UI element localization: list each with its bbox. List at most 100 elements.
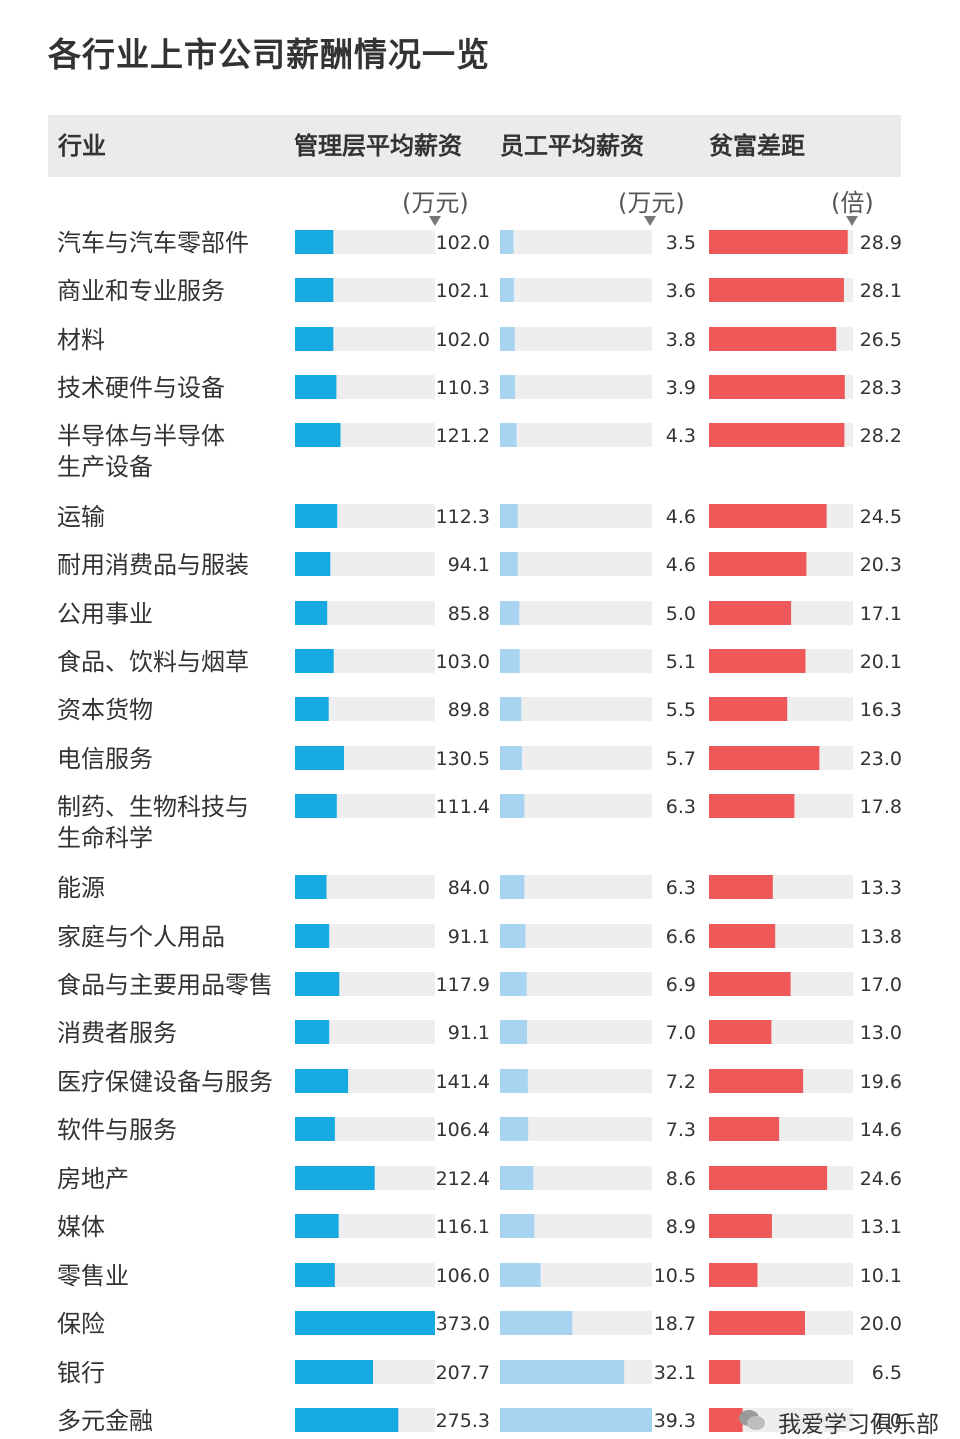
bar-mgmt [295,230,334,254]
bar-emp [500,1069,528,1093]
bar-gap [709,649,806,673]
value-label: 212.4 [436,1168,490,1190]
unit-employee-arrow-icon [644,216,656,226]
bar-emp [500,552,518,576]
value-label: 16.3 [860,699,902,721]
value-label: 91.1 [448,926,490,948]
value-label: 116.1 [436,1216,490,1238]
unit-gap-arrow-icon [846,216,858,226]
value-label: 28.3 [860,377,902,399]
bar-mgmt [295,1263,335,1287]
value-label: 7.0 [872,1410,902,1432]
value-label: 23.0 [860,748,902,770]
value-label: 106.4 [436,1119,490,1141]
bar-emp [500,875,525,899]
category-label: 制药、生物科技与 [57,793,249,821]
bar-gap [709,278,844,302]
category-label: 商业和专业服务 [57,277,225,305]
bar-emp [500,697,522,721]
value-label: 5.7 [666,748,696,770]
value-label: 110.3 [436,377,490,399]
value-label: 3.5 [666,232,696,254]
bar-emp [500,794,525,818]
value-label: 84.0 [448,877,490,899]
value-label: 18.7 [654,1313,696,1335]
category-label: 电信服务 [57,745,153,773]
category-label: 能源 [57,874,105,902]
bar-track [500,794,652,818]
watermark-text: 我爱学习俱乐部 [778,1412,939,1438]
bar-mgmt [295,1360,373,1384]
bar-gap [709,746,820,770]
category-label: 耐用消费品与服装 [57,551,249,579]
bar-emp [500,423,517,447]
value-label: 4.3 [666,425,696,447]
category-label: 家庭与个人用品 [57,923,225,951]
bar-gap [709,1360,741,1384]
category-label: 多元金融 [57,1407,153,1435]
bar-mgmt [295,278,334,302]
bar-gap [709,972,791,996]
bar-track [500,875,652,899]
value-label: 13.1 [860,1216,902,1238]
bar-mgmt [295,552,331,576]
value-label: 275.3 [436,1410,490,1432]
category-label: 零售业 [57,1262,129,1290]
category-label: 资本货物 [57,696,153,724]
unit-mgmt-arrow-icon [429,216,441,226]
value-label: 17.0 [860,974,902,996]
value-label: 8.9 [666,1216,696,1238]
bar-mgmt [295,504,338,528]
value-label: 7.2 [666,1071,696,1093]
bar-gap [709,875,773,899]
bar-emp [500,1311,573,1335]
category-label: 技术硬件与设备 [57,374,225,402]
bar-gap [709,1311,805,1335]
bar-mgmt [295,375,337,399]
bar-track [500,649,652,673]
value-label: 4.6 [666,554,696,576]
bar-emp [500,1020,528,1044]
value-label: 91.1 [448,1022,490,1044]
category-label: 生产设备 [57,453,153,481]
bar-track [500,697,652,721]
value-label: 20.0 [860,1313,902,1335]
value-label: 6.6 [666,926,696,948]
value-label: 94.1 [448,554,490,576]
bar-track [500,230,652,254]
value-label: 117.9 [436,974,490,996]
value-label: 106.0 [436,1265,490,1287]
value-label: 20.1 [860,651,902,673]
bar-emp [500,649,520,673]
bar-gap [709,794,795,818]
value-label: 13.8 [860,926,902,948]
category-label: 食品、饮料与烟草 [57,648,249,676]
bar-mgmt [295,697,329,721]
bar-emp [500,972,527,996]
bar-mgmt [295,1166,375,1190]
bar-emp [500,375,516,399]
bar-emp [500,504,518,528]
unit-mgmt: (万元) [402,189,469,217]
table-header: 行业 管理层平均薪资 员工平均薪资 贫富差距 [48,115,901,177]
header-wealth-gap: 贫富差距 [709,132,805,160]
bar-mgmt [295,649,334,673]
category-label: 保险 [57,1310,105,1338]
header-mgmt-salary: 管理层平均薪资 [294,132,462,160]
bar-gap [709,1069,804,1093]
bar-mgmt [295,1311,435,1335]
category-label: 汽车与汽车零部件 [57,229,249,257]
value-label: 3.8 [666,329,696,351]
category-label: 公用事业 [57,600,153,628]
bar-gap [709,552,807,576]
category-label: 软件与服务 [57,1116,177,1144]
header-employee-salary: 员工平均薪资 [500,132,644,160]
bar-emp [500,1408,652,1432]
value-label: 19.6 [860,1071,902,1093]
bar-emp [500,924,526,948]
value-label: 141.4 [436,1071,490,1093]
bar-gap [709,1263,758,1287]
value-label: 112.3 [436,506,490,528]
value-label: 28.2 [860,425,902,447]
bar-emp [500,1166,534,1190]
